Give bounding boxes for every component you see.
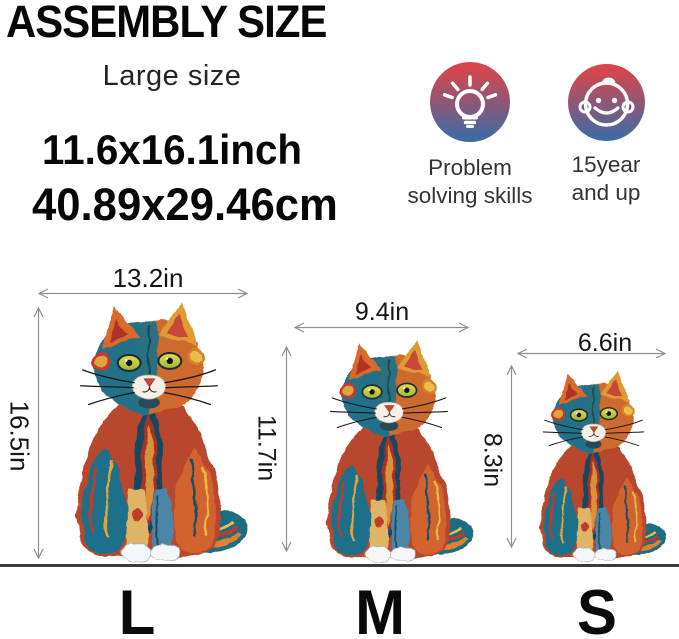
height-arrow-m: [281, 345, 292, 553]
width-label-m: 9.4in: [354, 298, 410, 326]
lightbulb-icon: [442, 75, 498, 128]
size-in-inches: 11.6x16.1inch: [42, 126, 303, 173]
width-label-s: 6.6in: [577, 329, 633, 357]
child-face-icon: [567, 64, 645, 141]
cat-illustration-m: [300, 335, 478, 564]
cat-illustration-s: [517, 361, 670, 563]
height-label-l: 16.5in: [4, 400, 35, 472]
child-face-icon: [578, 77, 634, 127]
size-in-cm: 40.89x29.46cm: [32, 179, 338, 230]
width-arrow-m: [293, 322, 470, 333]
page-subtitle: Large size: [102, 60, 242, 92]
feature-problem-solving: Problem solving skills: [390, 62, 550, 210]
page-title: ASSEMBLY SIZE: [6, 0, 327, 47]
height-label-m: 11.7in: [252, 414, 281, 482]
cat-illustration-l: [45, 298, 253, 564]
height-arrow-s: [505, 364, 517, 549]
width-arrow-l: [37, 288, 249, 299]
width-arrow-s: [516, 348, 667, 359]
height-label-s: 8.3in: [478, 432, 507, 488]
ground-line: [0, 564, 679, 567]
height-arrow-l: [32, 306, 44, 560]
size-letter-l: L: [118, 578, 156, 639]
width-label-l: 13.2in: [112, 263, 184, 293]
size-letter-m: M: [355, 578, 405, 639]
feature-label-line1: Problem: [428, 155, 512, 180]
size-letter-s: S: [577, 578, 617, 639]
feature-label-line1: 15year: [571, 152, 641, 177]
feature-label-line2: and up: [571, 180, 641, 205]
feature-label-line2: solving skills: [407, 183, 533, 208]
lightbulb-icon: [430, 62, 510, 142]
feature-age-range: 15year and up: [536, 64, 676, 207]
